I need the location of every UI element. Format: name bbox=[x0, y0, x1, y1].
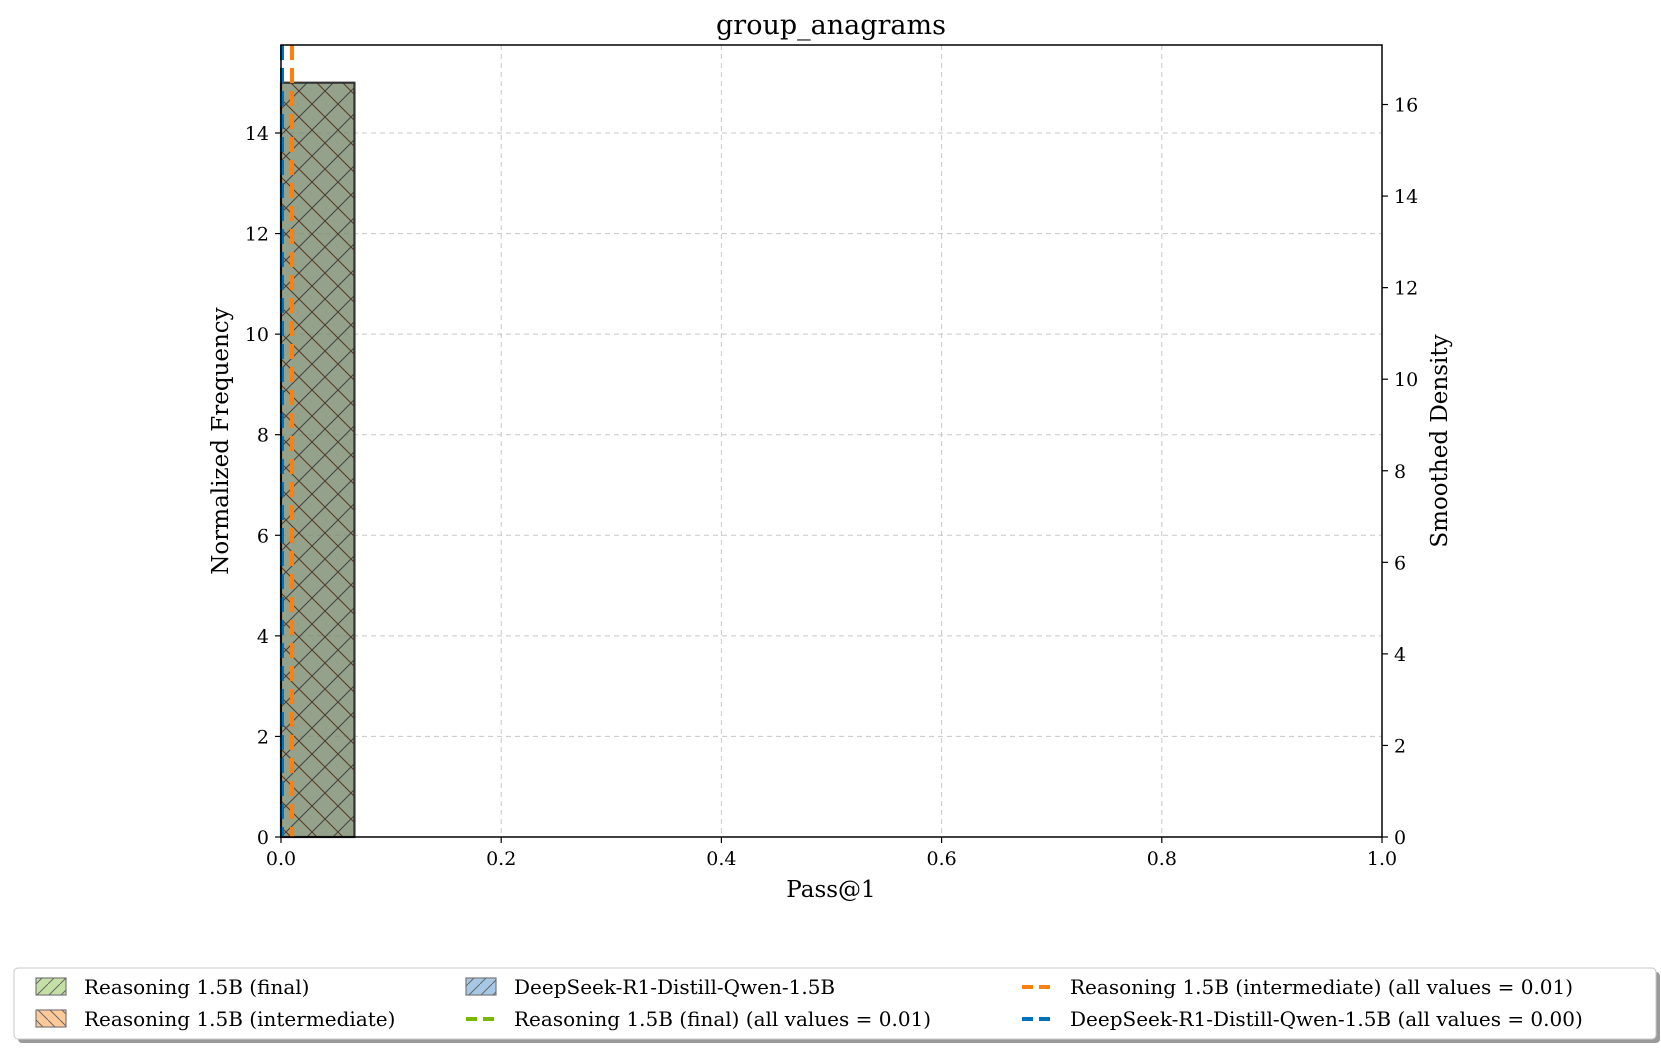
legend-swatch-hatch-2 bbox=[36, 1010, 66, 1027]
y2-tick-label: 6 bbox=[1394, 552, 1406, 574]
legend-label-2: Reasoning 1.5B (intermediate) bbox=[84, 1007, 395, 1031]
plot-frame bbox=[280, 44, 1383, 838]
legend-swatch-hatch-1 bbox=[36, 978, 66, 995]
y-tick-label: 0 bbox=[257, 827, 269, 849]
x-tick-label: 1.0 bbox=[1367, 848, 1397, 870]
x-tick-label: 0.8 bbox=[1147, 848, 1177, 870]
y2-tick-label: 12 bbox=[1394, 278, 1418, 300]
y-tick-label: 14 bbox=[245, 123, 269, 145]
x-tick-label: 0.2 bbox=[486, 848, 516, 870]
y2-tick-label: 4 bbox=[1394, 644, 1406, 666]
legend-label-1: Reasoning 1.5B (final) bbox=[84, 975, 309, 999]
legend-swatch-hatch-3 bbox=[466, 978, 496, 995]
y-tick-label: 2 bbox=[257, 726, 269, 748]
y2-tick-label: 14 bbox=[1394, 186, 1418, 208]
y-tick-label: 10 bbox=[245, 324, 269, 346]
grid-lines bbox=[281, 45, 1382, 837]
legend-label-6: DeepSeek-R1-Distill-Qwen-1.5B (all value… bbox=[1070, 1007, 1583, 1031]
y2-tick-label: 0 bbox=[1394, 827, 1406, 849]
x-tick-label: 0.0 bbox=[266, 848, 296, 870]
legend: Reasoning 1.5B (final) Reasoning 1.5B (in… bbox=[13, 967, 1660, 1043]
y-tick-label: 12 bbox=[245, 224, 269, 246]
legend-frame bbox=[13, 967, 1657, 1040]
y2-axis-ticks: 0 2 4 6 8 10 12 14 16 bbox=[1382, 95, 1418, 849]
legend-label-5: Reasoning 1.5B (intermediate) (all value… bbox=[1070, 975, 1573, 999]
x-axis-ticks: 0.0 0.2 0.4 0.6 0.8 1.0 bbox=[266, 837, 1397, 870]
legend-label-4: Reasoning 1.5B (final) (all values = 0.0… bbox=[514, 1007, 931, 1031]
y-tick-label: 8 bbox=[257, 425, 269, 447]
y2-tick-label: 10 bbox=[1394, 369, 1418, 391]
y-tick-label: 4 bbox=[257, 626, 269, 648]
y2-tick-label: 2 bbox=[1394, 735, 1406, 757]
y2-tick-label: 16 bbox=[1394, 95, 1418, 117]
legend-label-3: DeepSeek-R1-Distill-Qwen-1.5B bbox=[514, 975, 835, 999]
y2-tick-label: 8 bbox=[1394, 461, 1406, 483]
y-axis-ticks: 0 2 4 6 8 10 12 14 bbox=[245, 123, 281, 849]
density-lines bbox=[280, 45, 295, 837]
y2-axis-label: Smoothed Density bbox=[1427, 334, 1453, 547]
x-tick-label: 0.6 bbox=[926, 848, 956, 870]
x-tick-label: 0.4 bbox=[706, 848, 736, 870]
chart-title: group_anagrams bbox=[716, 10, 946, 41]
x-axis-label: Pass@1 bbox=[786, 877, 875, 903]
y-tick-label: 6 bbox=[257, 525, 269, 547]
y-axis-label: Normalized Frequency bbox=[208, 307, 234, 574]
